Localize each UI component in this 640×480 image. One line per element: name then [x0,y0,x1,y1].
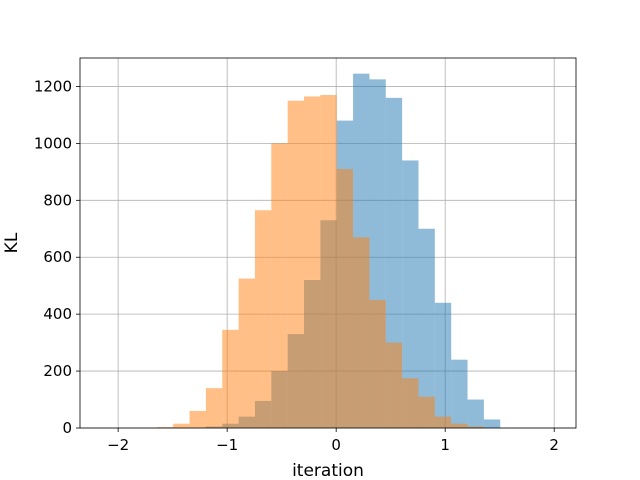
histogram-bar [254,210,272,428]
y-tick-label: 0 [62,419,72,437]
histogram-bar [156,427,174,428]
histogram-bar [434,302,452,428]
y-tick-label: 1000 [34,134,72,152]
histogram-bar [483,419,501,428]
histogram-bar [287,100,305,428]
histogram-bar [467,399,484,428]
histogram-bar [320,95,337,428]
x-tick-label: −2 [107,436,129,454]
y-axis-label: KL [2,232,22,253]
axis-ticks: −2 −1 0 1 2 0 200 400 600 800 1000 1200 [34,77,559,454]
histogram-bar [238,278,255,428]
histogram-series-2 [156,95,484,428]
plot-area-frame [79,57,577,429]
histogram-bar [271,143,288,428]
y-tick-label: 400 [43,305,72,323]
histogram-bar [418,396,435,428]
y-tick-label: 200 [43,362,72,380]
histogram-bar [304,96,321,428]
histogram-bar [173,423,190,428]
y-tick-label: 1200 [34,77,72,95]
histogram-bar [434,416,452,428]
x-tick-label: 2 [549,436,559,454]
x-tick-label: 0 [331,436,341,454]
y-tick-label: 800 [43,191,72,209]
x-tick-label: −1 [216,436,238,454]
histogram-bar [205,388,223,428]
x-axis-label: iteration [292,461,364,480]
histogram-bar [353,237,370,428]
histogram-bar [402,378,419,428]
histogram-bar [369,299,386,428]
histogram-bars [156,73,501,429]
x-tick-label: 1 [440,436,450,454]
histogram-bar [402,160,419,428]
histogram-bar [418,228,435,428]
histogram-bar [222,329,239,428]
histogram-bar [336,169,354,428]
histogram-bar [451,359,468,428]
histogram-bar [467,426,484,428]
histogram-bar [189,410,206,428]
y-tick-label: 600 [43,248,72,266]
histogram-bar [451,423,468,428]
histogram-bar [385,342,403,428]
